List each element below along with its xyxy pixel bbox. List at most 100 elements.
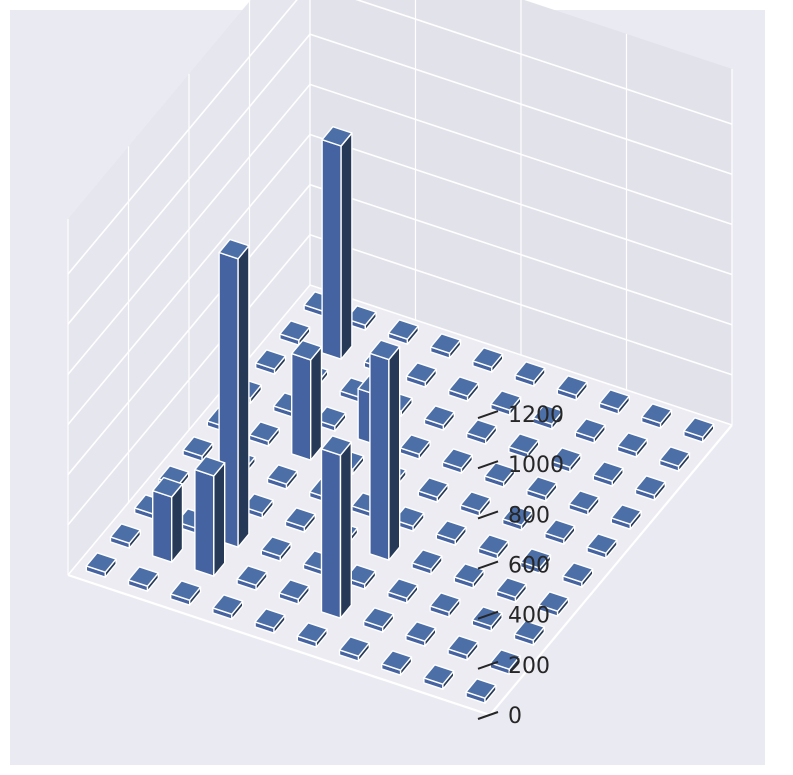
bar-top-face — [429, 592, 461, 613]
bar-top-face — [459, 491, 491, 512]
bar-6-2 — [387, 578, 419, 604]
bar-top-face — [489, 649, 521, 670]
bar-8-5 — [544, 519, 576, 545]
bar-2-3 — [242, 493, 274, 519]
z-tick-label: 1000 — [508, 453, 564, 478]
bar-top-face — [513, 620, 545, 641]
bar-top-face — [538, 591, 570, 612]
bar-top-face — [218, 238, 250, 260]
bar-top-face — [338, 636, 370, 657]
bar-top-face — [453, 563, 485, 584]
bar-1-5 — [248, 421, 280, 447]
bar-top-face — [320, 435, 352, 456]
bar-top-face — [387, 319, 419, 340]
bar-top-face — [550, 447, 582, 468]
z-axis: 0 200 400 600 800 1000 1200 — [477, 403, 564, 729]
bar-top-face — [109, 523, 142, 544]
bar-2-1 — [194, 455, 226, 577]
bar-top-face — [236, 565, 268, 586]
bar-top-face — [321, 125, 353, 147]
bar-6-8 — [532, 404, 564, 430]
bar-7-3 — [453, 563, 485, 589]
bar-top-face — [466, 419, 498, 440]
z-tick-label: 400 — [508, 604, 550, 629]
bar-9-2 — [513, 620, 545, 646]
bar-top-face — [381, 650, 413, 671]
bar-3-3 — [284, 507, 316, 533]
bar-9-5 — [586, 533, 618, 559]
bar-top-face — [399, 434, 431, 455]
bar-9-7 — [634, 475, 666, 501]
bar-top-face — [417, 477, 449, 498]
bar-8-6 — [568, 490, 600, 516]
bar-top-face — [477, 534, 509, 555]
bar-top-face — [369, 339, 401, 361]
bar-side-face — [310, 346, 323, 461]
bar-top-face — [641, 403, 673, 424]
bar-0-7 — [254, 349, 287, 375]
bar-5-7 — [466, 419, 498, 445]
bar-5-8 — [490, 390, 522, 416]
bar-8-7 — [592, 461, 624, 487]
bar-0-8 — [279, 320, 311, 346]
bar-9-3 — [538, 591, 570, 617]
bar-5-0 — [296, 622, 328, 648]
bar-4-9 — [472, 347, 504, 373]
bar-front-face — [194, 468, 215, 577]
bar-5-3 — [369, 339, 401, 561]
z-gridline — [67, 0, 733, 275]
bar-top-face — [598, 389, 630, 410]
bar-top-face — [279, 320, 311, 341]
bar-7-2 — [429, 592, 461, 618]
bar-top-face — [260, 536, 292, 557]
bar-2-4 — [266, 464, 298, 490]
bar-top-face — [411, 549, 443, 570]
bar-7-8 — [574, 418, 606, 444]
bar-4-0 — [254, 608, 286, 634]
bar-9-9 — [683, 417, 715, 443]
bar-9-4 — [562, 562, 594, 588]
bar-group — [85, 125, 715, 704]
bar-top-face — [363, 607, 395, 628]
bar-7-1 — [405, 621, 437, 647]
z-tick-label: 1200 — [508, 403, 564, 428]
bar-top-face — [291, 339, 323, 361]
bar-top-face — [508, 433, 540, 454]
bar-top-face — [254, 608, 286, 629]
z-tick — [477, 460, 499, 470]
bar-7-6 — [526, 476, 558, 502]
z-tick — [477, 660, 499, 670]
bar-top-face — [683, 417, 715, 438]
bar-6-9 — [556, 375, 588, 401]
bar-top-face — [634, 475, 666, 496]
bar-1-0 — [127, 566, 160, 592]
z-tick — [477, 610, 499, 620]
bar-1-9 — [345, 305, 377, 331]
bar-front-face — [369, 352, 390, 561]
bar-6-1 — [363, 607, 395, 633]
bar-2-5 — [291, 339, 323, 461]
bar-side-face — [213, 462, 226, 577]
bar-top-face — [296, 622, 328, 643]
bar-top-face — [169, 580, 202, 601]
bar-9-1 — [489, 649, 521, 675]
bar-top-face — [405, 621, 437, 642]
bar-6-3 — [411, 549, 443, 575]
bar-5-4 — [393, 506, 425, 532]
bar-0-4 — [182, 436, 214, 462]
bar-2-0 — [169, 580, 202, 606]
bar-8-0 — [423, 664, 455, 690]
bar-6-0 — [338, 636, 370, 662]
bar-top-face — [465, 678, 497, 699]
bar-0-1 — [109, 523, 142, 549]
bar-7-4 — [477, 534, 509, 560]
bar-front-face — [151, 490, 173, 563]
bar-side-face — [388, 345, 401, 561]
bar-top-face — [284, 507, 316, 528]
bar-top-face — [278, 579, 310, 600]
bar-5-5 — [417, 477, 449, 503]
bar-top-face — [610, 504, 642, 525]
bar-top-face — [435, 520, 467, 541]
bar-top-face — [447, 635, 479, 656]
bar-2-9 — [387, 319, 419, 345]
